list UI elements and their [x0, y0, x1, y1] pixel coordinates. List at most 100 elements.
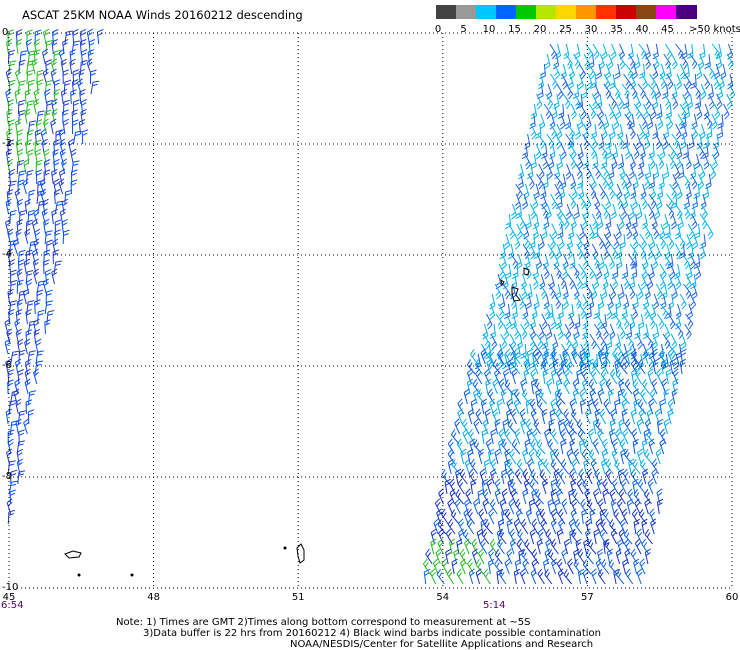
wind-barb: [23, 258, 30, 275]
wind-barb: [607, 53, 614, 70]
wind-barb: [525, 213, 532, 230]
wind-barb: [514, 498, 523, 515]
wind-barb: [559, 113, 566, 130]
wind-barb: [578, 63, 586, 80]
lon-tick-label: 51: [291, 592, 305, 603]
wind-barb: [622, 468, 630, 485]
wind-barb: [509, 528, 516, 545]
wind-barb: [543, 103, 552, 120]
wind-barb: [567, 558, 574, 575]
wind-barb: [596, 233, 605, 250]
wind-barb: [642, 468, 649, 485]
wind-barb: [577, 73, 584, 90]
wind-barb: [550, 488, 557, 505]
wind-barb: [504, 508, 513, 525]
wind-barb: [637, 83, 646, 99]
wind-barb: [622, 343, 629, 360]
wind-barb: [627, 253, 636, 270]
wind-barb: [33, 268, 40, 285]
wind-barb: [456, 568, 464, 585]
wind-barb: [643, 223, 651, 240]
wind-barb: [560, 173, 567, 190]
wind-barb: [573, 448, 580, 465]
wind-barb: [644, 498, 651, 515]
wind-barb: [577, 568, 585, 585]
wind-barb: [551, 368, 558, 385]
wind-barb: [488, 558, 495, 575]
wind-barb: [504, 428, 512, 445]
wind-barb: [42, 198, 49, 215]
wind-barb: [596, 313, 604, 330]
wind-barb: [543, 348, 550, 365]
wind-barb: [572, 388, 579, 405]
wind-barb: [518, 293, 526, 310]
wind-barb: [643, 488, 652, 505]
wind-barb: [644, 133, 651, 150]
wind-barb: [45, 289, 53, 305]
wind-barb: [657, 113, 664, 130]
wind-barb: [25, 358, 32, 375]
wind-barb: [610, 43, 617, 60]
wind-barb: [516, 223, 523, 240]
wind-barb: [648, 173, 655, 189]
wind-barb: [544, 93, 554, 110]
wind-barb: [617, 468, 625, 485]
wind-barb: [69, 58, 76, 75]
wind-barb: [632, 233, 639, 250]
wind-barb: [546, 378, 553, 395]
wind-barb: [648, 438, 655, 455]
wind-barb: [470, 478, 477, 495]
wind-barb: [656, 498, 664, 515]
wind-speed-legend: 0 5 10 15 20 25 30 35 40 45 >50 knots: [435, 5, 740, 35]
wind-barb: [436, 569, 445, 585]
wind-barb: [667, 273, 674, 290]
wind-barb: [565, 163, 572, 180]
wind-barb: [597, 568, 606, 585]
wind-barb: [535, 143, 542, 160]
wind-barb: [551, 223, 558, 240]
wind-barb: [16, 448, 24, 465]
wind-barb: [585, 408, 591, 425]
wind-barb: [18, 59, 26, 75]
wind-barb: [556, 389, 566, 405]
wind-barb: [700, 83, 707, 100]
wind-barb: [550, 508, 557, 525]
wind-barb: [590, 458, 597, 475]
wind-barb: [17, 369, 24, 385]
wind-barb: [16, 159, 25, 175]
wind-barb: [601, 203, 610, 220]
wind-barb: [606, 548, 614, 565]
wind-barb: [537, 528, 544, 545]
wind-barb: [16, 268, 23, 285]
wind-barb: [73, 99, 80, 115]
wind-barb: [557, 323, 564, 340]
wind-barb: [6, 38, 13, 55]
wind-barb: [532, 263, 539, 280]
wind-barb: [650, 103, 657, 120]
wind-barb: [5, 68, 12, 85]
wind-barb: [489, 303, 496, 320]
wind-barb: [726, 93, 733, 110]
wind-barb: [516, 458, 525, 475]
wind-barb: [598, 183, 606, 200]
wind-barb: [507, 358, 514, 375]
wind-barb: [33, 318, 40, 335]
wind-barb: [700, 193, 707, 210]
wind-barb: [521, 283, 528, 300]
wind-barb: [706, 223, 714, 240]
wind-barb: [632, 438, 639, 455]
wind-barb: [36, 79, 44, 95]
wind-barb: [585, 193, 592, 210]
wind-barb: [652, 43, 659, 60]
wind-barb: [653, 293, 660, 310]
wind-barb: [609, 123, 616, 140]
island-outline: [64, 550, 82, 559]
wind-barb: [590, 368, 598, 385]
wind-barb: [467, 408, 474, 425]
wind-barb: [658, 233, 667, 250]
wind-barb: [637, 448, 644, 465]
wind-barb: [639, 388, 648, 405]
wind-barb: [50, 118, 57, 135]
wind-barb: [680, 348, 687, 365]
wind-barb: [44, 109, 52, 125]
